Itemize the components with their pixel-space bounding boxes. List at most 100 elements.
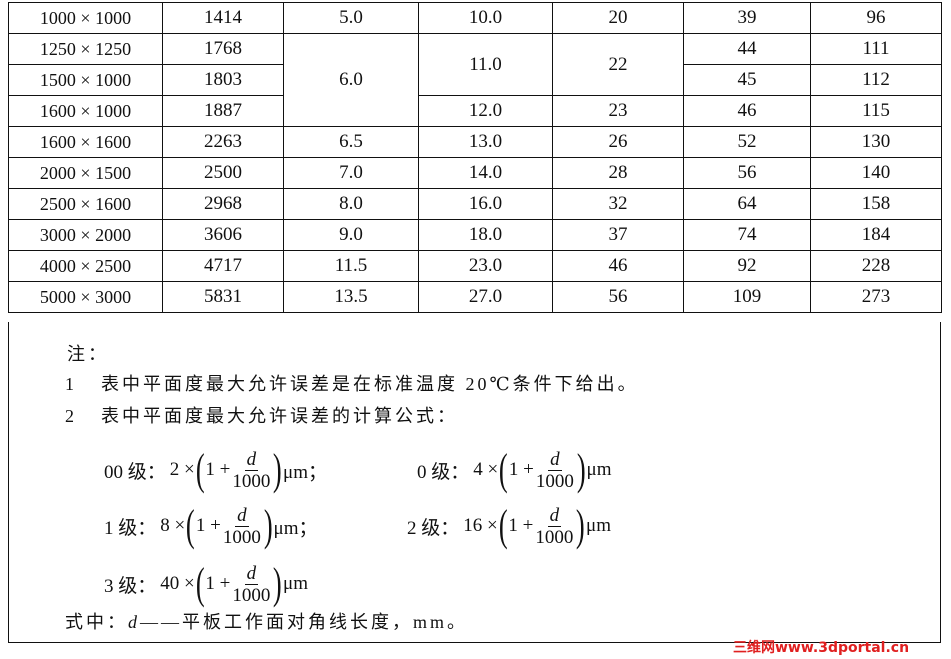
cell-g3: 184 <box>810 219 942 251</box>
table-row: 1500 × 1000 1803 45 112 <box>8 64 942 96</box>
cell-g2: 92 <box>683 250 811 282</box>
cell-g3: 158 <box>810 188 942 220</box>
cell-g2: 64 <box>683 188 811 220</box>
formula: 0 级： 4 ×(1 + d 1000) μm <box>417 448 611 492</box>
formula-one: 1 + <box>508 459 534 480</box>
numerator: d <box>244 448 259 471</box>
cell-g1: 56 <box>552 281 684 313</box>
cell-diag: 2263 <box>162 126 284 158</box>
table-row: 2000 × 1500 2500 7.0 14.0 28 56 140 <box>8 157 942 189</box>
cell-g00: 7.0 <box>283 157 419 189</box>
formula-label: 00 级： <box>104 461 166 483</box>
cell-size: 4000 × 2500 <box>8 250 163 282</box>
cell-g3: 115 <box>810 95 942 127</box>
cell-diag: 1887 <box>162 95 284 127</box>
cell-size: 2000 × 1500 <box>8 157 163 189</box>
cell-diag: 1803 <box>162 64 284 96</box>
flatness-table: 1000 × 1000 1414 5.0 10.0 20 39 96 1250 × 1250 1… <box>8 2 942 313</box>
denominator: 1000 <box>232 584 271 606</box>
cell-g0: 23.0 <box>418 250 553 282</box>
fraction: d 1000 <box>535 506 573 547</box>
cell-g0: 11.0 <box>418 33 553 96</box>
right-paren: ) <box>273 445 283 494</box>
table-row: 1250 × 1250 1768 6.0 11.0 22 44 111 <box>8 33 942 127</box>
formula-unit: μm <box>586 459 612 480</box>
cell-g0: 18.0 <box>418 219 553 251</box>
cell-g1: 32 <box>552 188 684 220</box>
left-paren: ( <box>195 559 205 608</box>
left-paren: ( <box>186 501 195 550</box>
cell-diag: 1768 <box>162 33 284 65</box>
cell-g2: 46 <box>683 95 811 127</box>
cell-g2: 74 <box>683 219 811 251</box>
notes-heading: 注： <box>67 344 109 364</box>
formula-unit: μm <box>283 573 308 594</box>
cell-g00: 8.0 <box>283 188 419 220</box>
table-row: 2500 × 1600 2968 8.0 16.0 32 64 158 <box>8 188 942 220</box>
cell-g2: 109 <box>683 281 811 313</box>
formula: 3 级： 40 ×(1 + d 1000) μm <box>104 562 308 606</box>
watermark: 三维网www.3dportal.cn <box>733 640 910 656</box>
where-line: 式中：d——平板工作面对角线长度，mm。 <box>65 612 469 632</box>
formula-one: 1 + <box>195 515 221 536</box>
fraction: d 1000 <box>223 506 261 547</box>
cell-g3: 228 <box>810 250 942 282</box>
formula-one: 1 + <box>205 573 231 594</box>
right-paren: ) <box>273 559 283 608</box>
denominator: 1000 <box>535 470 574 492</box>
cell-g2: 39 <box>683 2 811 34</box>
cell-g3: 96 <box>810 2 942 34</box>
table-row: 1000 × 1000 1414 5.0 10.0 20 39 96 <box>8 2 942 34</box>
cell-size: 1600 × 1600 <box>8 126 163 158</box>
cell-g2: 45 <box>683 64 811 96</box>
cell-g3: 112 <box>810 64 942 96</box>
cell-g3: 111 <box>810 33 942 65</box>
cell-g1: 23 <box>552 95 684 127</box>
cell-g2: 44 <box>683 33 811 65</box>
note-item: 2 表中平面度最大允许误差的计算公式： <box>65 406 458 426</box>
cell-g1: 20 <box>552 2 684 34</box>
denominator: 1000 <box>222 526 261 548</box>
cell-diag: 3606 <box>162 219 284 251</box>
table-row: 4000 × 2500 4717 11.5 23.0 46 92 228 <box>8 250 942 282</box>
cell-size: 3000 × 2000 <box>8 219 163 251</box>
formula-unit: μm <box>586 515 611 536</box>
cell-size: 1000 × 1000 <box>8 2 163 34</box>
cell-size: 1500 × 1000 <box>8 64 163 96</box>
cell-diag: 2968 <box>162 188 284 220</box>
cell-g00: 11.5 <box>283 250 419 282</box>
cell-g00: 9.0 <box>283 219 419 251</box>
numerator: d <box>548 448 562 471</box>
cell-g2: 52 <box>683 126 811 158</box>
fraction: d 1000 <box>232 450 270 491</box>
formula: 2 级： 16 ×(1 + d 1000) μm <box>407 504 611 548</box>
cell-size: 1600 × 1000 <box>8 95 163 127</box>
formula-label: 2 级： <box>407 517 460 539</box>
formula-coef: 4 × <box>473 459 499 480</box>
cell-g0: 13.0 <box>418 126 553 158</box>
cell-g1: 46 <box>552 250 684 282</box>
notes-box: 注： 1 表中平面度最大允许误差是在标准温度 20℃条件下给出。 2 表中平面度最大… <box>8 322 941 643</box>
cell-diag: 1414 <box>162 2 284 34</box>
numerator: d <box>235 504 249 527</box>
formula-one: 1 + <box>205 459 231 480</box>
formula: 00 级： 2 ×(1 + d 1000) μm； <box>104 448 327 492</box>
left-paren: ( <box>499 445 508 494</box>
denominator: 1000 <box>535 526 574 548</box>
cell-g1: 37 <box>552 219 684 251</box>
right-paren: ) <box>263 501 273 550</box>
formula-one: 1 + <box>508 515 534 536</box>
cell-g00: 13.5 <box>283 281 419 313</box>
right-paren: ) <box>576 445 586 494</box>
cell-g1: 28 <box>552 157 684 189</box>
formula: 1 级： 8 ×(1 + d 1000) μm； <box>104 504 317 548</box>
cell-g00: 6.5 <box>283 126 419 158</box>
left-paren: ( <box>195 445 205 494</box>
cell-g0: 16.0 <box>418 188 553 220</box>
cell-size: 5000 × 3000 <box>8 281 163 313</box>
cell-g0: 14.0 <box>418 157 553 189</box>
cell-g00: 6.0 <box>283 33 419 127</box>
cell-diag: 5831 <box>162 281 284 313</box>
table-row: 1600 × 1600 2263 6.5 13.0 26 52 130 <box>8 126 942 158</box>
formula-coef: 40 × <box>160 573 195 594</box>
